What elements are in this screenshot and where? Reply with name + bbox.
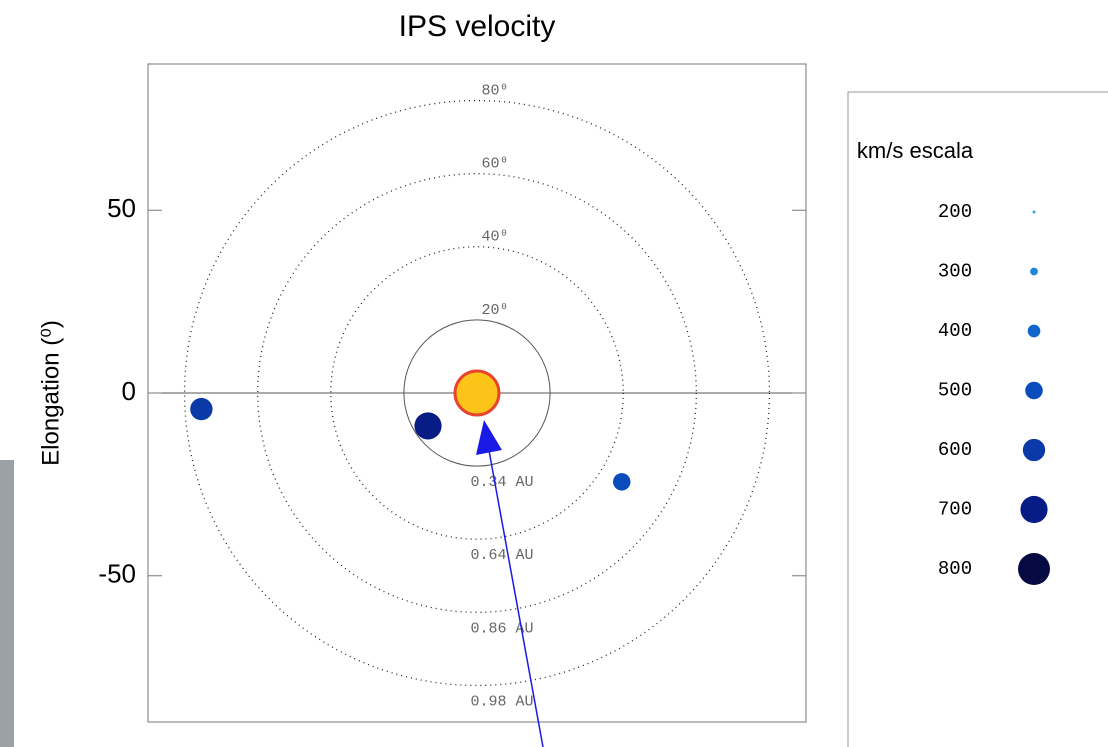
- legend-marker: [1025, 381, 1043, 400]
- arrow-head: [476, 420, 502, 455]
- legend-marker: [1020, 495, 1048, 524]
- legend-label: 600: [938, 439, 972, 461]
- legend-marker: [1027, 324, 1041, 338]
- legend-label: 400: [938, 320, 972, 342]
- bubble: [414, 412, 442, 440]
- sun: [453, 369, 501, 417]
- y-tick-label: 50: [107, 193, 136, 223]
- legend-box: [847, 91, 1108, 747]
- y-tick-label: 0: [122, 376, 136, 406]
- background-photo-strip: [0, 460, 14, 747]
- chart-title: IPS velocity: [399, 10, 556, 43]
- distance-label: 0.64 AU: [470, 547, 533, 564]
- legend-label: 700: [938, 499, 972, 521]
- distance-label: 0.34 AU: [470, 474, 533, 491]
- elongation-circle: [330, 246, 624, 540]
- legend-marker: [1018, 553, 1050, 585]
- y-axis-label: Elongation (⁰): [37, 320, 64, 466]
- legend-label: 500: [938, 380, 972, 402]
- elongation-label: 60⁰: [481, 156, 508, 173]
- distance-label: 0.98 AU: [470, 693, 533, 710]
- bubble: [613, 473, 631, 491]
- y-tick-label: -50: [98, 559, 136, 589]
- bubble: [190, 397, 213, 421]
- elongation-label: 80⁰: [481, 83, 508, 100]
- legend-label: 200: [938, 201, 972, 223]
- legend-marker: [1022, 438, 1046, 462]
- legend-title: km/s escala: [857, 138, 974, 163]
- legend-marker: [1032, 210, 1036, 214]
- legend-label: 300: [938, 261, 972, 283]
- legend-label: 800: [938, 558, 972, 580]
- elongation-circle: [183, 99, 771, 687]
- elongation-label: 40⁰: [481, 229, 508, 246]
- legend-marker: [1030, 267, 1038, 276]
- arrow-shaft: [487, 444, 544, 747]
- distance-label: 0.86 AU: [470, 620, 533, 637]
- elongation-label: 20⁰: [481, 302, 508, 319]
- elongation-circle: [403, 319, 551, 467]
